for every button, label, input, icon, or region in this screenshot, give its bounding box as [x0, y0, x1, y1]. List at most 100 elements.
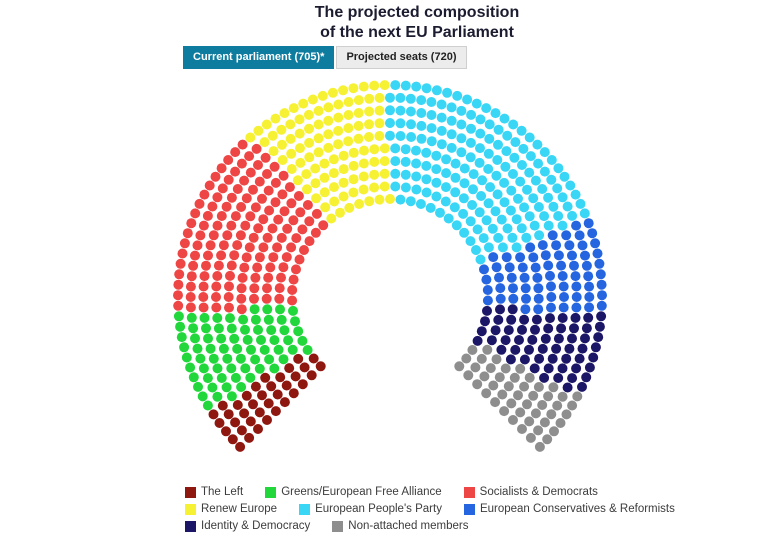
- seat-dot: [395, 194, 406, 205]
- seat-dot: [468, 169, 479, 180]
- seat-dot: [406, 119, 416, 130]
- seat-dot: [343, 110, 354, 120]
- seat-dot: [222, 230, 233, 241]
- seat-dot: [208, 230, 219, 241]
- seat-dot: [395, 105, 406, 116]
- tab-projected-seats[interactable]: Projected seats (720): [336, 46, 467, 69]
- seat-dot: [260, 152, 271, 163]
- seat-dot: [584, 292, 595, 302]
- seat-dot: [257, 390, 267, 401]
- seat-dot: [400, 182, 411, 193]
- seat-dot: [250, 202, 261, 213]
- tab-current-parliament[interactable]: Current parliament (705)*: [183, 46, 335, 69]
- seat-dot: [494, 272, 504, 283]
- seat-dot: [530, 262, 541, 273]
- seat-dot: [416, 108, 427, 118]
- seat-dot: [287, 344, 298, 355]
- seat-dot: [245, 372, 256, 383]
- chart-title-line-1: The projected composition: [314, 4, 520, 21]
- seat-dot: [244, 432, 255, 443]
- seat-dot: [545, 270, 555, 281]
- seat-dot: [482, 305, 492, 316]
- seat-dot: [256, 335, 266, 345]
- seat-dot: [227, 434, 238, 445]
- seat-dot: [584, 281, 595, 292]
- seat-dot: [212, 192, 223, 203]
- seat-dot: [571, 281, 582, 292]
- legend-item: Non-attached members: [332, 520, 468, 532]
- seat-dot: [270, 177, 281, 188]
- seat-dot: [245, 211, 256, 222]
- seat-dot: [552, 183, 563, 194]
- seat-dot: [553, 373, 564, 383]
- seat-dot: [323, 142, 334, 153]
- seat-dot: [528, 252, 539, 263]
- seat-dot: [374, 105, 385, 116]
- seat-dot: [441, 182, 451, 193]
- seat-dot: [279, 108, 290, 119]
- seat-dot: [539, 372, 550, 383]
- seat-dot: [495, 304, 505, 315]
- seat-dot: [261, 119, 272, 130]
- seat-dot: [501, 252, 512, 263]
- seat-dot: [411, 184, 422, 195]
- seat-dot: [201, 260, 211, 271]
- seat-dot: [524, 211, 535, 222]
- seat-dot: [253, 324, 263, 335]
- seat-dot: [546, 409, 557, 420]
- seat-dot: [483, 164, 494, 174]
- seat-dot: [211, 302, 222, 313]
- seat-dot: [302, 200, 313, 210]
- seat-dot: [442, 87, 453, 98]
- seat-dot: [581, 372, 592, 383]
- seat-dot: [272, 242, 283, 253]
- seat-dot: [364, 106, 375, 117]
- seat-dot: [269, 363, 280, 374]
- seat-dot: [236, 202, 247, 212]
- seat-dot: [235, 353, 246, 364]
- legend-item: The Left: [185, 486, 243, 498]
- seat-dot: [304, 236, 315, 247]
- seat-dot: [551, 343, 562, 354]
- seat-dot: [221, 201, 232, 212]
- seat-dot: [284, 363, 295, 374]
- seat-dot: [510, 137, 521, 148]
- seat-dot: [323, 102, 334, 113]
- seat-dot: [174, 269, 185, 280]
- seat-dot: [555, 418, 566, 428]
- seat-dot: [533, 283, 544, 294]
- seat-dot: [242, 334, 253, 345]
- seat-dot: [333, 112, 344, 123]
- seat-dot: [254, 252, 265, 263]
- seat-dot: [574, 353, 585, 364]
- seat-dot: [188, 372, 199, 383]
- seat-dot: [278, 170, 289, 181]
- seat-dot: [571, 220, 582, 231]
- seat-dot: [524, 132, 535, 143]
- seat-dot: [519, 272, 530, 283]
- seat-dot: [348, 83, 359, 94]
- seat-dot: [315, 361, 326, 372]
- seat-dot: [249, 304, 260, 315]
- seat-dot: [249, 283, 260, 294]
- seat-dot: [258, 242, 269, 253]
- seat-dot: [238, 314, 249, 325]
- seat-dot: [272, 389, 283, 400]
- seat-dot: [567, 210, 578, 221]
- seat-dot: [262, 304, 273, 315]
- seat-dot: [534, 353, 545, 364]
- seat-dot: [265, 262, 276, 273]
- seat-dot: [564, 343, 575, 354]
- seat-dot: [431, 164, 442, 175]
- seat-dot: [385, 118, 395, 128]
- legend-label: Renew Europe: [201, 503, 278, 515]
- seat-dot: [260, 372, 271, 383]
- seat-dot: [507, 232, 518, 243]
- seat-dot: [543, 220, 554, 231]
- seat-dot: [530, 175, 541, 186]
- seat-dot: [263, 398, 274, 409]
- seat-dot: [557, 391, 568, 402]
- seat-dot: [212, 271, 223, 281]
- seat-dot: [529, 220, 540, 231]
- seat-dot: [195, 230, 206, 241]
